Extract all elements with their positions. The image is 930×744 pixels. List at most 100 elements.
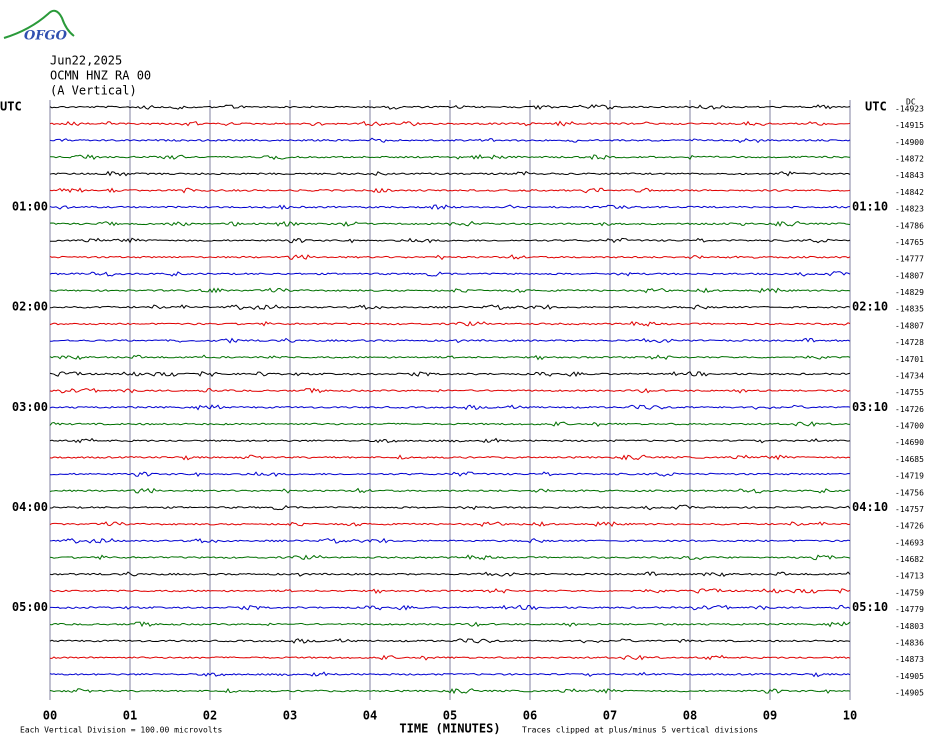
- right-time-label: 02:10: [852, 300, 888, 314]
- left-time-label: 02:00: [12, 300, 48, 314]
- trace-offset: -14905: [895, 689, 924, 698]
- trace: [49, 304, 851, 310]
- logo-arc: [3, 9, 75, 39]
- trace-offset: -14836: [895, 638, 924, 647]
- trace-offset: -14700: [895, 422, 924, 431]
- trace: [49, 654, 851, 661]
- trace: [49, 271, 851, 277]
- trace-offset: -14690: [895, 438, 924, 447]
- right-time-label: 04:10: [852, 500, 888, 514]
- trace-offset: -14923: [895, 105, 924, 114]
- trace: [49, 387, 851, 394]
- x-tick-label: 04: [363, 709, 377, 723]
- trace-offset: -14726: [895, 522, 924, 531]
- left-time-label: 04:00: [12, 500, 48, 514]
- trace-offset: -14829: [895, 288, 924, 297]
- trace-offset: -14757: [895, 505, 924, 514]
- right-time-label: 05:10: [852, 600, 888, 614]
- trace-offset: -14726: [895, 405, 924, 414]
- x-tick-label: 09: [763, 709, 777, 723]
- trace: [49, 621, 851, 628]
- trace: [49, 170, 851, 177]
- trace: [49, 154, 851, 161]
- left-axis-title: UTC: [0, 100, 22, 114]
- trace: [49, 454, 851, 461]
- trace-offset: -14756: [895, 488, 924, 497]
- trace: [49, 421, 851, 428]
- x-axis-title: TIME (MINUTES): [399, 722, 500, 736]
- trace: [49, 104, 851, 110]
- trace-offset: -14701: [895, 355, 924, 364]
- trace-offset: -14779: [895, 605, 924, 614]
- trace-offset: -14713: [895, 572, 924, 581]
- x-tick-label: 01: [123, 709, 137, 723]
- trace: [49, 254, 851, 261]
- trace-offset: -14900: [895, 138, 924, 147]
- trace-offset: -14905: [895, 672, 924, 681]
- trace: [49, 671, 851, 678]
- trace: [49, 487, 851, 494]
- trace-offset: -14842: [895, 188, 924, 197]
- x-tick-label: 00: [43, 709, 57, 723]
- trace-offset: -14759: [895, 588, 924, 597]
- station: OCMN HNZ RA 00: [50, 69, 151, 83]
- trace: [49, 571, 851, 577]
- x-tick-label: 08: [683, 709, 697, 723]
- x-tick-label: 06: [523, 709, 537, 723]
- trace-offset: -14682: [895, 555, 924, 564]
- trace: [49, 404, 851, 411]
- trace-offset: -14915: [895, 121, 924, 130]
- trace-offset: -14872: [895, 155, 924, 164]
- trace-offset: -14719: [895, 472, 924, 481]
- clip-note: Traces clipped at plus/minus 5 vertical …: [522, 726, 758, 735]
- trace: [49, 437, 851, 444]
- trace: [49, 137, 851, 144]
- date: Jun22,2025: [50, 54, 122, 68]
- trace-offset: -14755: [895, 388, 924, 397]
- trace: [49, 371, 851, 378]
- trace: [49, 187, 851, 194]
- trace: [50, 604, 851, 611]
- trace: [49, 521, 851, 528]
- trace-offset: -14765: [895, 238, 924, 247]
- trace: [49, 688, 851, 695]
- trace-offset: -14823: [895, 205, 924, 214]
- trace: [49, 204, 851, 211]
- x-tick-label: 10: [843, 709, 857, 723]
- component: (A Vertical): [50, 84, 137, 98]
- trace: [49, 337, 851, 344]
- trace: [49, 287, 851, 294]
- trace-offset: -14728: [895, 338, 924, 347]
- left-time-label: 01:00: [12, 200, 48, 214]
- trace: [49, 354, 851, 361]
- trace-offset: -14693: [895, 538, 924, 547]
- x-tick-label: 03: [283, 709, 297, 723]
- right-time-label: 01:10: [852, 200, 888, 214]
- trace: [49, 320, 851, 327]
- trace-offset: -14843: [895, 171, 924, 180]
- trace-offset: -14835: [895, 305, 924, 314]
- trace: [49, 638, 851, 644]
- trace-offset: -14807: [895, 271, 924, 280]
- scale-note: Each Vertical Division = 100.00 microvol…: [20, 726, 222, 735]
- trace-offset: -14685: [895, 455, 924, 464]
- trace: [49, 554, 851, 561]
- left-time-label: 03:00: [12, 400, 48, 414]
- trace: [49, 537, 851, 544]
- trace: [49, 588, 851, 594]
- left-time-label: 05:00: [12, 600, 48, 614]
- logo-text: OFGO: [24, 29, 68, 44]
- x-tick-label: 07: [603, 709, 617, 723]
- trace-offset: -14734: [895, 371, 924, 380]
- trace: [49, 471, 851, 477]
- unit: DC: [906, 98, 916, 107]
- trace: [49, 220, 851, 227]
- trace-offset: -14803: [895, 622, 924, 631]
- trace-offset: -14786: [895, 221, 924, 230]
- trace: [49, 120, 851, 127]
- trace-offset: -14807: [895, 321, 924, 330]
- x-tick-label: 02: [203, 709, 217, 723]
- x-tick-label: 05: [443, 709, 457, 723]
- right-axis-title: UTC: [865, 100, 887, 114]
